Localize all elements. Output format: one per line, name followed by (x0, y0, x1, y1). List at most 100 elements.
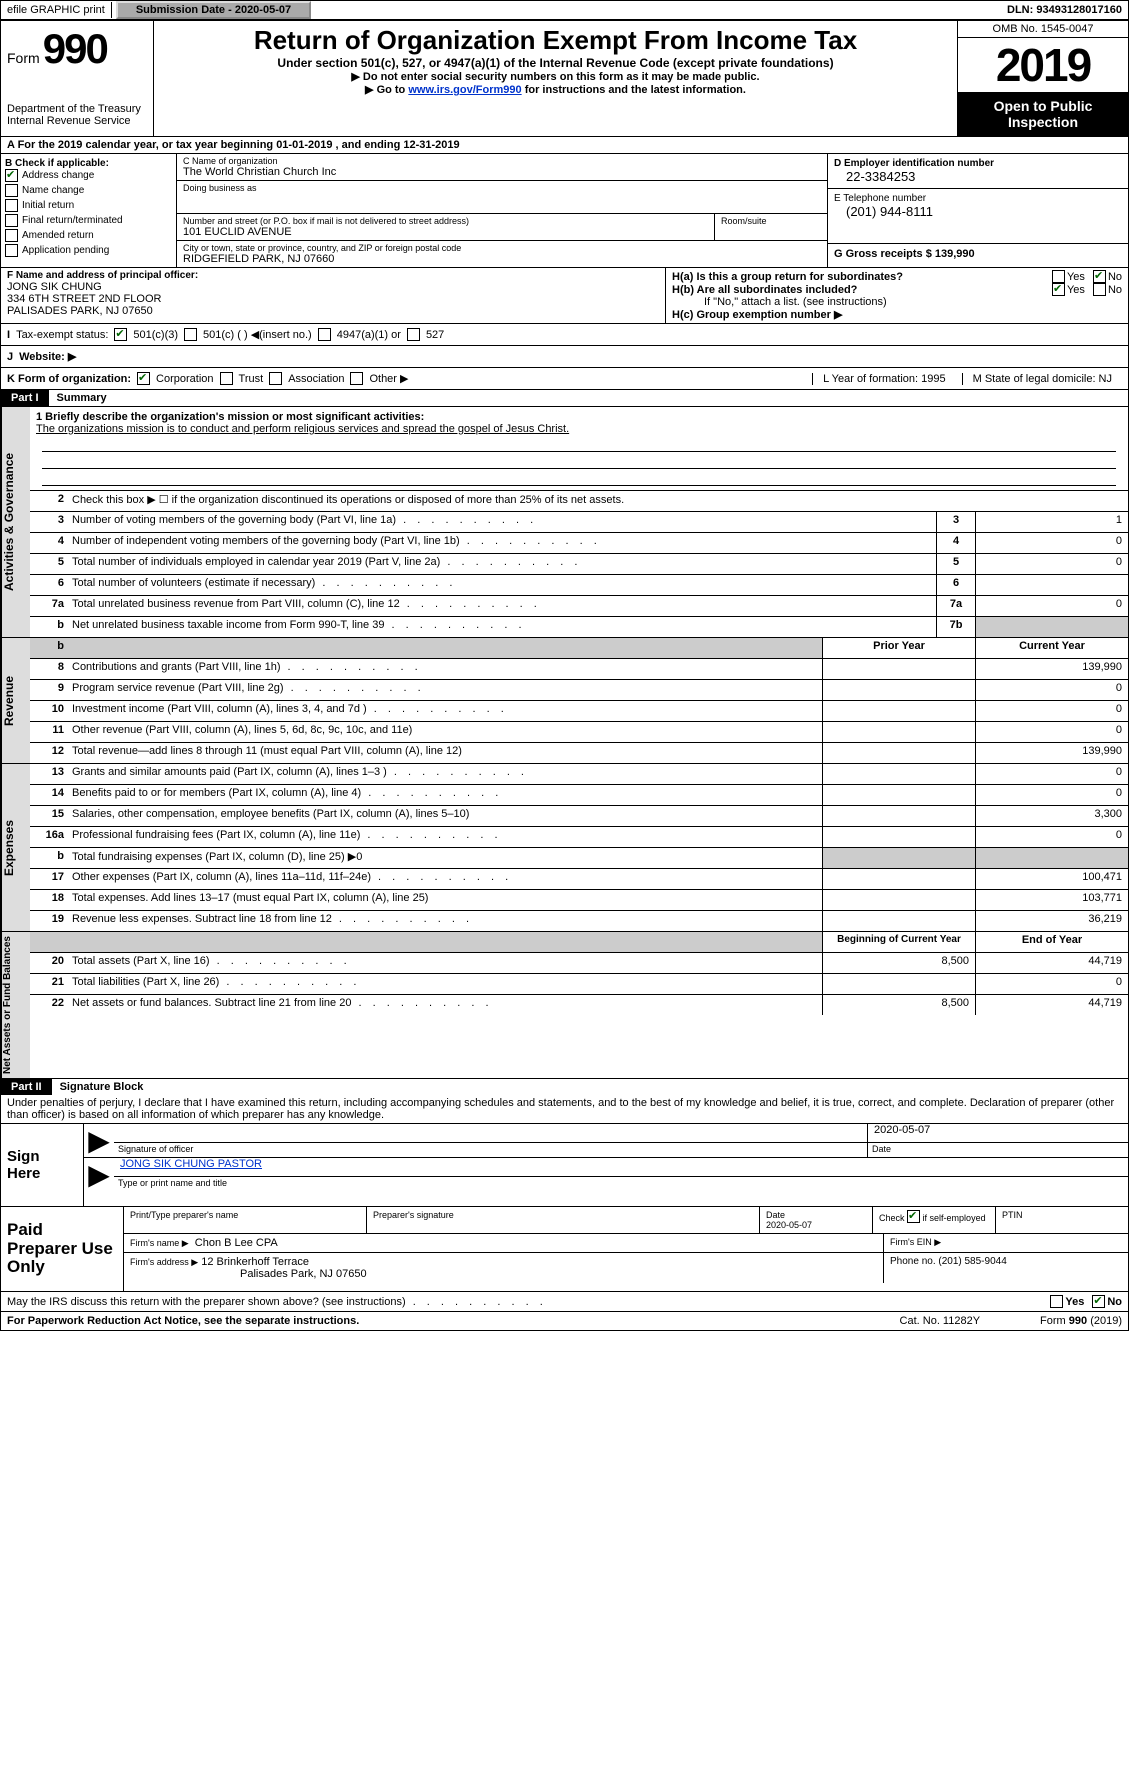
officer-name: JONG SIK CHUNG (7, 281, 659, 293)
opt-501c3: 501(c)(3) (133, 329, 178, 341)
line-12: Total revenue—add lines 8 through 11 (mu… (68, 743, 822, 763)
subtitle-3: ▶ Go to www.irs.gov/Form990 for instruct… (162, 83, 949, 96)
form-container: Form 990 Department of the Treasury Inte… (0, 20, 1129, 1331)
hb-yes[interactable] (1052, 283, 1065, 296)
val-6 (975, 575, 1128, 595)
sub3-post: for instructions and the latest informat… (525, 84, 746, 96)
chk-final[interactable] (5, 214, 18, 227)
part2-header: Part II Signature Block (1, 1078, 1128, 1095)
chk-501c[interactable] (184, 328, 197, 341)
opt-trust: Trust (239, 373, 264, 385)
b-label: B Check if applicable: (5, 158, 172, 169)
header-mid: Return of Organization Exempt From Incom… (154, 21, 958, 136)
chk-self-employed[interactable] (907, 1210, 920, 1223)
org-name: The World Christian Church Inc (183, 166, 821, 178)
header-left: Form 990 Department of the Treasury Inte… (1, 21, 154, 136)
submission-date-btn[interactable]: Submission Date - 2020-05-07 (116, 1, 311, 19)
chk-4947[interactable] (318, 328, 331, 341)
chk-amended[interactable] (5, 229, 18, 242)
num-3: 3 (936, 512, 975, 532)
line-a: A For the 2019 calendar year, or tax yea… (1, 136, 1128, 153)
opt-527: 527 (426, 329, 444, 341)
section-f: F Name and address of principal officer:… (1, 268, 666, 323)
line-2: Check this box ▶ ☐ if the organization d… (68, 491, 1128, 511)
chk-527[interactable] (407, 328, 420, 341)
line-21: Total liabilities (Part X, line 26) (68, 974, 822, 994)
p-20: 8,500 (822, 953, 975, 973)
p-8 (822, 659, 975, 679)
f-label: F Name and address of principal officer: (7, 270, 659, 281)
officer-addr1: 334 6TH STREET 2ND FLOOR (7, 293, 659, 305)
c-16b (975, 848, 1128, 868)
no-label: No (1108, 284, 1122, 296)
chk-assoc[interactable] (269, 372, 282, 385)
instructions-link[interactable]: www.irs.gov/Form990 (408, 84, 521, 96)
sig-date: 2020-05-07 (868, 1124, 1128, 1143)
chk-corp[interactable] (137, 372, 150, 385)
ha-no[interactable] (1093, 270, 1106, 283)
line-10: Investment income (Part VIII, column (A)… (68, 701, 822, 721)
form-title: Return of Organization Exempt From Incom… (162, 25, 949, 56)
l-year: L Year of formation: 1995 (812, 373, 956, 385)
firm-ein-label: Firm's EIN ▶ (884, 1234, 1128, 1252)
p-13 (822, 764, 975, 784)
hb-label: H(b) Are all subordinates included? (672, 284, 1044, 296)
chk-other[interactable] (350, 372, 363, 385)
paid-preparer-block: Paid Preparer Use Only Print/Type prepar… (1, 1206, 1128, 1291)
line-20: Total assets (Part X, line 16) (68, 953, 822, 973)
discuss-no[interactable] (1092, 1295, 1105, 1308)
sign-here-block: Sign Here ▶ Signature of officer 2020-05… (1, 1123, 1128, 1206)
line-4: Number of independent voting members of … (68, 533, 936, 553)
room-label: Room/suite (721, 216, 821, 226)
chk-address-change[interactable] (5, 169, 18, 182)
val-5: 0 (975, 554, 1128, 574)
printed-name-label: Type or print name and title (114, 1177, 1128, 1189)
line-3: Number of voting members of the governin… (68, 512, 936, 532)
discuss-yes[interactable] (1050, 1295, 1063, 1308)
line-22: Net assets or fund balances. Subtract li… (68, 995, 822, 1015)
line-11: Other revenue (Part VIII, column (A), li… (68, 722, 822, 742)
part2-badge: Part II (1, 1079, 52, 1095)
part1-header: Part I Summary (1, 389, 1128, 406)
ha-yes[interactable] (1052, 270, 1065, 283)
c-19: 36,219 (975, 911, 1128, 931)
line-6: Total number of volunteers (estimate if … (68, 575, 936, 595)
c-21: 0 (975, 974, 1128, 994)
chk-trust[interactable] (220, 372, 233, 385)
line-k: K Form of organization: Corporation Trus… (1, 367, 1128, 389)
firm-addr1: 12 Brinkerhoff Terrace (201, 1256, 309, 1268)
dln: DLN: 93493128017160 (1001, 2, 1128, 18)
num-7a: 7a (936, 596, 975, 616)
addr-label: Number and street (or P.O. box if mail i… (183, 216, 708, 226)
footer-mid: Cat. No. 11282Y (900, 1315, 981, 1327)
num-5: 5 (936, 554, 975, 574)
efile-label: efile GRAPHIC print (1, 2, 112, 18)
val-7b (975, 617, 1128, 637)
sig-arrow-icon: ▶ (84, 1124, 114, 1157)
line-9: Program service revenue (Part VIII, line… (68, 680, 822, 700)
prep-h3: Date (766, 1210, 785, 1220)
top-bar: efile GRAPHIC print Submission Date - 20… (0, 0, 1129, 20)
chk-501c3[interactable] (114, 328, 127, 341)
line-17: Other expenses (Part IX, column (A), lin… (68, 869, 822, 889)
vtab-net: Net Assets or Fund Balances (1, 932, 30, 1078)
p-15 (822, 806, 975, 826)
irs: Internal Revenue Service (7, 115, 147, 127)
sig-officer-label: Signature of officer (114, 1143, 867, 1155)
sig-date-label: Date (868, 1143, 1128, 1155)
no-label: No (1108, 271, 1122, 283)
line-8: Contributions and grants (Part VIII, lin… (68, 659, 822, 679)
officer-addr2: PALISADES PARK, NJ 07650 (7, 305, 659, 317)
c-10: 0 (975, 701, 1128, 721)
chk-initial[interactable] (5, 199, 18, 212)
street-address: 101 EUCLID AVENUE (183, 226, 708, 238)
c-8: 139,990 (975, 659, 1128, 679)
chk-name-change[interactable] (5, 184, 18, 197)
tax-year: 2019 (958, 38, 1128, 92)
netassets-section: Net Assets or Fund Balances Beginning of… (1, 931, 1128, 1078)
num-4: 4 (936, 533, 975, 553)
officer-printed-name[interactable]: JONG SIK CHUNG PASTOR (120, 1158, 262, 1170)
chk-pending[interactable] (5, 244, 18, 257)
city-label: City or town, state or province, country… (183, 243, 821, 253)
hb-no[interactable] (1093, 283, 1106, 296)
